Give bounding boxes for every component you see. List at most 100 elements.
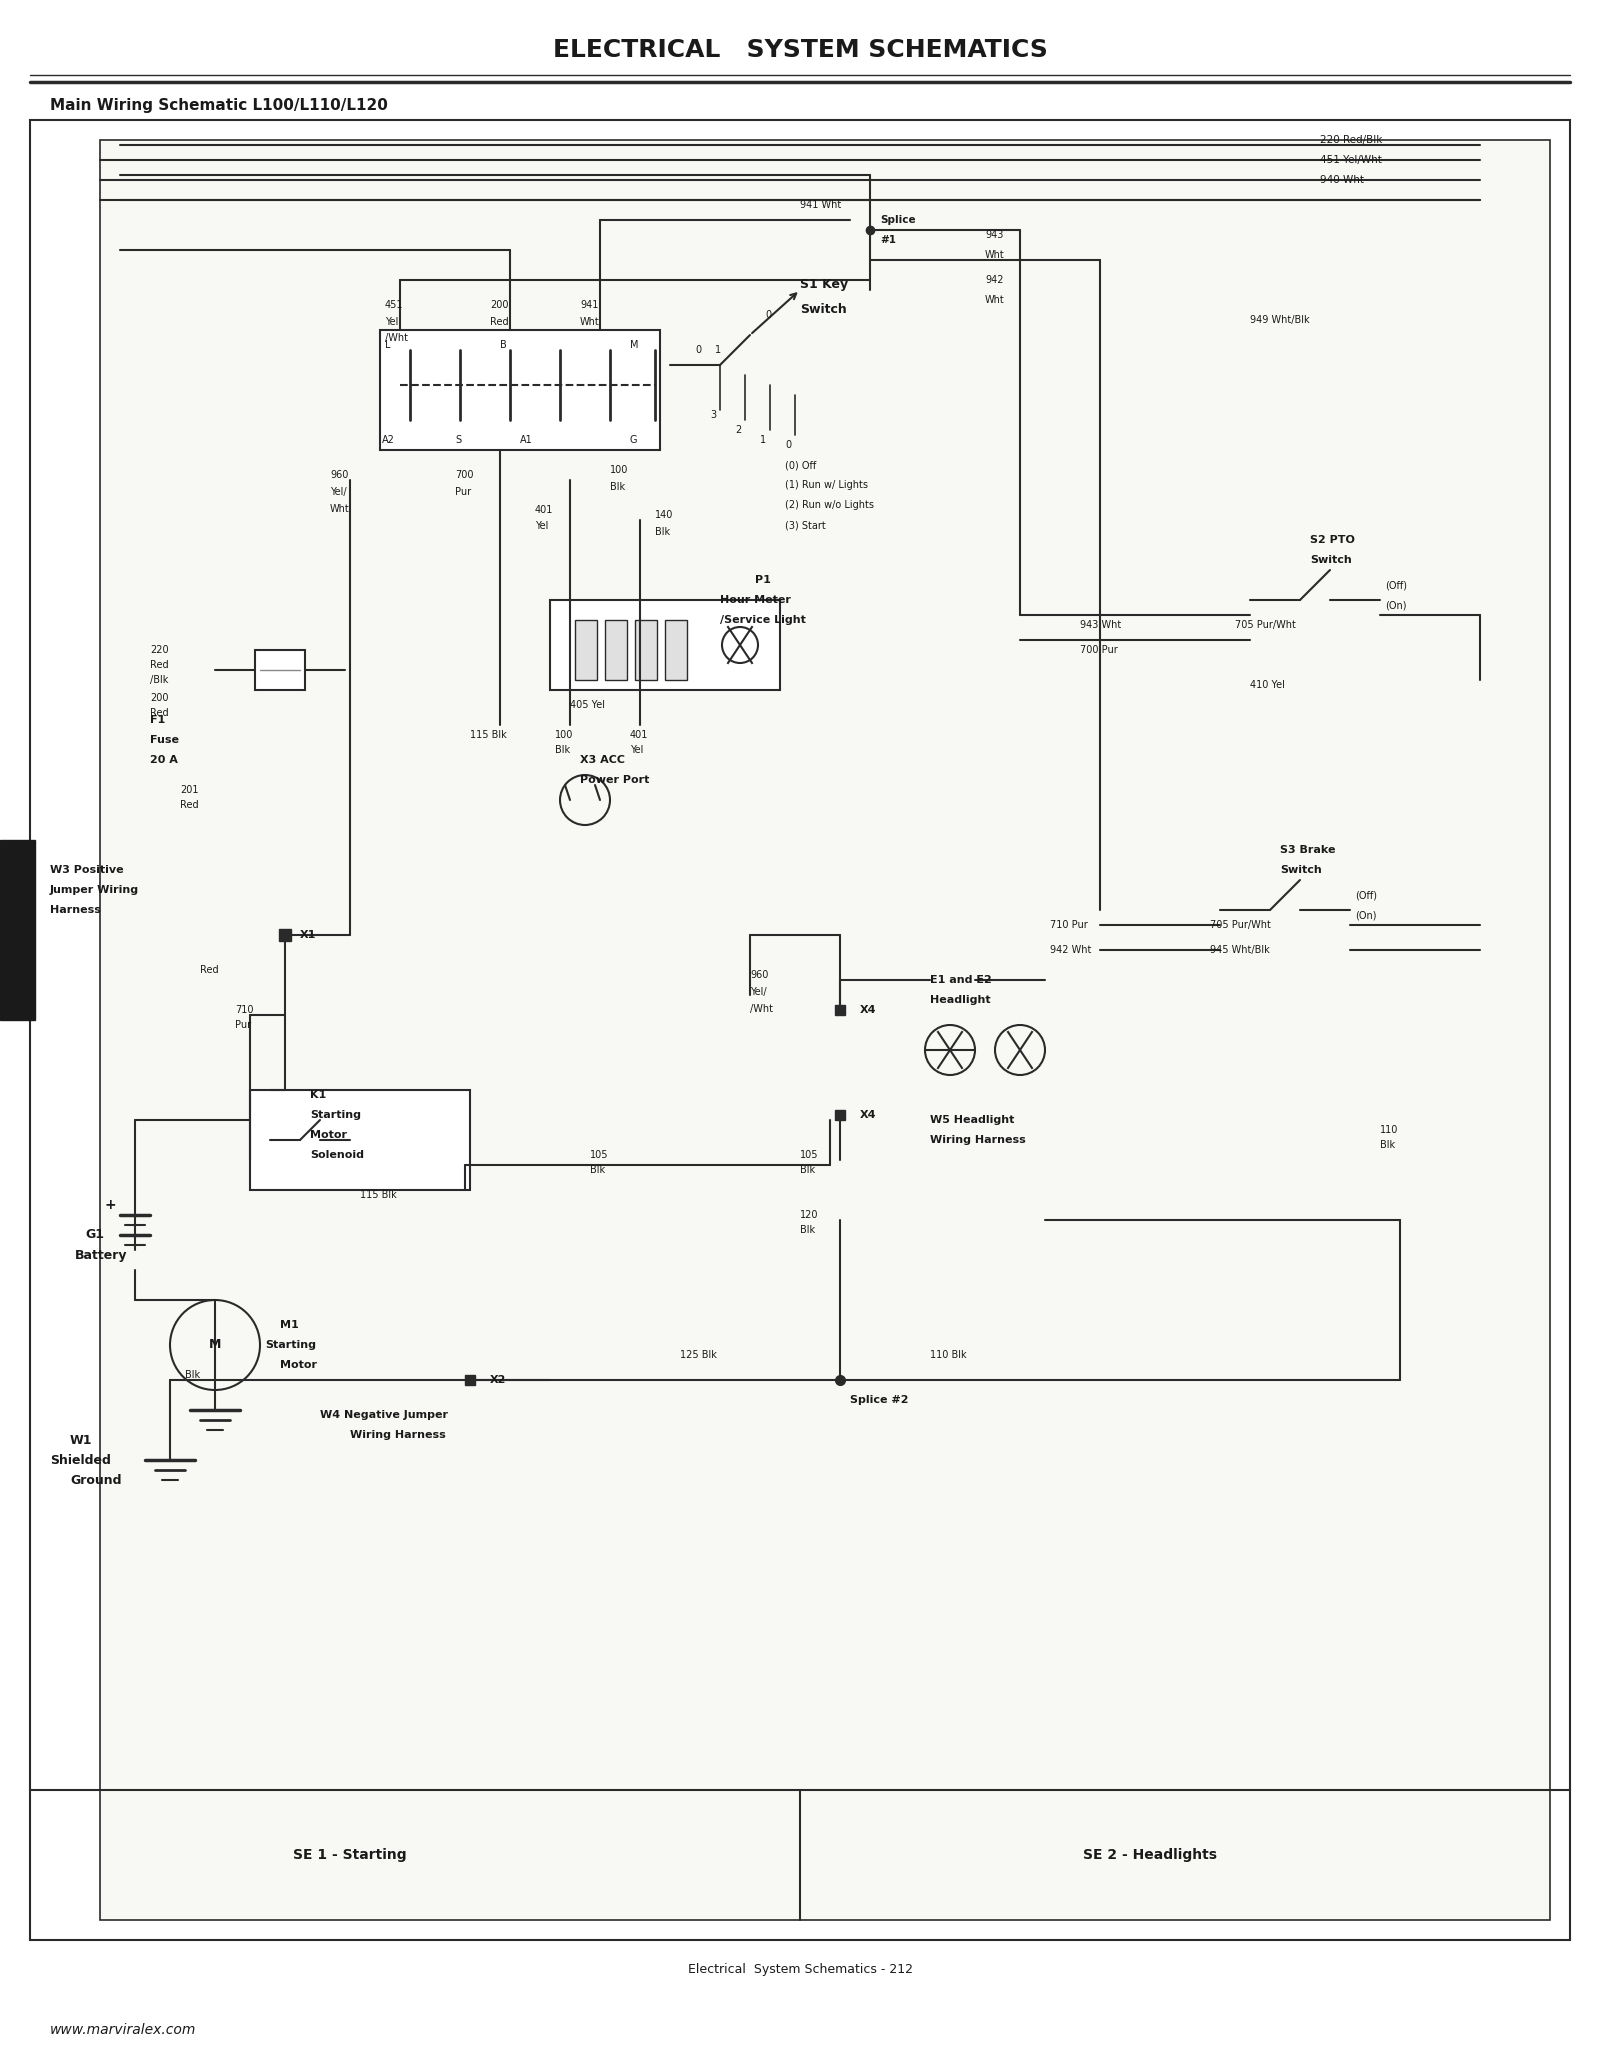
Text: 710 Pur: 710 Pur	[1050, 919, 1088, 929]
Text: 200: 200	[490, 300, 509, 310]
Text: /Blk: /Blk	[150, 675, 168, 685]
Text: Jumper Wiring: Jumper Wiring	[50, 886, 139, 894]
Text: 105: 105	[590, 1151, 608, 1159]
Text: Yel/: Yel/	[750, 987, 766, 998]
Text: 943: 943	[986, 230, 1003, 240]
Text: 200: 200	[150, 693, 168, 704]
Text: 960: 960	[750, 971, 768, 979]
Text: Wiring Harness: Wiring Harness	[930, 1134, 1026, 1145]
Text: Yel: Yel	[386, 317, 398, 327]
Text: 405 Yel: 405 Yel	[570, 700, 605, 710]
Text: S: S	[454, 435, 461, 445]
Text: S1 Key: S1 Key	[800, 279, 848, 292]
Bar	[250, 1091, 470, 1190]
Text: Blk: Blk	[555, 745, 570, 756]
Text: W5 Headlight: W5 Headlight	[930, 1116, 1014, 1124]
Text: /Service Light: /Service Light	[720, 615, 806, 625]
Text: Red: Red	[150, 708, 168, 718]
Text: 0: 0	[786, 441, 790, 449]
Text: Motor: Motor	[280, 1360, 317, 1370]
Text: #1: #1	[880, 236, 896, 244]
Text: Switch: Switch	[1310, 555, 1352, 565]
Text: Wiring Harness: Wiring Harness	[350, 1430, 446, 1441]
Text: Headlight: Headlight	[930, 996, 990, 1006]
Text: SE 1 - Starting: SE 1 - Starting	[293, 1849, 406, 1863]
Text: (1) Run w/ Lights: (1) Run w/ Lights	[786, 480, 867, 491]
Bar	[254, 650, 306, 689]
Text: Wht: Wht	[986, 296, 1005, 304]
Text: A1: A1	[520, 435, 533, 445]
Text: 2: 2	[734, 424, 741, 435]
Text: (Off): (Off)	[1386, 580, 1406, 590]
Text: 105: 105	[800, 1151, 819, 1159]
Text: Yel: Yel	[534, 522, 549, 532]
Text: 705 Pur/Wht: 705 Pur/Wht	[1210, 919, 1270, 929]
Text: Red: Red	[200, 965, 219, 975]
Text: Wht: Wht	[330, 503, 350, 513]
Bar	[550, 600, 781, 689]
Text: 960: 960	[330, 470, 349, 480]
Text: 1: 1	[760, 435, 766, 445]
Text: (Off): (Off)	[1355, 890, 1378, 900]
Bar	[30, 120, 1570, 1940]
Text: X4: X4	[861, 1110, 877, 1120]
Text: Ground: Ground	[70, 1474, 122, 1486]
Bar	[605, 621, 627, 681]
Text: Blk: Blk	[1379, 1141, 1395, 1151]
Text: Splice #2: Splice #2	[850, 1395, 909, 1406]
Text: X1: X1	[301, 929, 317, 940]
Text: 940 Wht: 940 Wht	[1320, 176, 1363, 184]
Text: 20 A: 20 A	[150, 756, 178, 766]
Text: 942: 942	[986, 275, 1003, 286]
Text: Red: Red	[150, 660, 168, 671]
Text: Power Port: Power Port	[579, 774, 650, 785]
Text: Blk: Blk	[610, 482, 626, 493]
Text: Switch: Switch	[1280, 865, 1322, 876]
Text: Main Wiring Schematic L100/L110/L120: Main Wiring Schematic L100/L110/L120	[50, 97, 387, 112]
Text: +: +	[106, 1199, 117, 1213]
Text: Battery: Battery	[75, 1248, 128, 1261]
Text: Solenoid: Solenoid	[310, 1151, 365, 1159]
Text: Blk: Blk	[800, 1165, 814, 1176]
Text: Switch: Switch	[800, 304, 846, 317]
Text: Blk: Blk	[590, 1165, 605, 1176]
Text: 401: 401	[630, 731, 648, 739]
Text: M: M	[630, 339, 638, 350]
Text: Starting: Starting	[310, 1110, 362, 1120]
Text: Hour Meter: Hour Meter	[720, 594, 790, 604]
Text: Yel/: Yel/	[330, 486, 347, 497]
Text: 3: 3	[710, 410, 717, 420]
Text: ELECTRICAL   SYSTEM SCHEMATICS: ELECTRICAL SYSTEM SCHEMATICS	[552, 37, 1048, 62]
Text: Splice: Splice	[880, 215, 915, 226]
Text: 700 Pur: 700 Pur	[1080, 646, 1118, 654]
Text: 710: 710	[235, 1006, 253, 1014]
Text: 115 Blk: 115 Blk	[360, 1190, 397, 1201]
Text: W3 Positive: W3 Positive	[50, 865, 123, 876]
Text: L: L	[386, 339, 390, 350]
Text: Blk: Blk	[186, 1370, 200, 1381]
Bar	[381, 329, 661, 449]
Text: 100: 100	[555, 731, 573, 739]
Text: 949 Wht/Blk: 949 Wht/Blk	[1250, 315, 1310, 325]
Text: (3) Start: (3) Start	[786, 520, 826, 530]
Text: /Wht: /Wht	[750, 1004, 773, 1014]
Text: Starting: Starting	[266, 1339, 317, 1350]
Bar	[99, 141, 1550, 1921]
Text: 945 Wht/Blk: 945 Wht/Blk	[1210, 946, 1270, 954]
Text: (0) Off: (0) Off	[786, 460, 816, 470]
Text: X3 ACC: X3 ACC	[579, 756, 626, 766]
Text: W4 Negative Jumper: W4 Negative Jumper	[320, 1410, 448, 1420]
Text: 705 Pur/Wht: 705 Pur/Wht	[1235, 621, 1296, 629]
Text: Electrical  System Schematics - 212: Electrical System Schematics - 212	[688, 1964, 912, 1977]
Text: 410 Yel: 410 Yel	[1250, 681, 1285, 689]
Bar	[666, 621, 686, 681]
Text: K1: K1	[310, 1091, 326, 1099]
Text: 110: 110	[1379, 1124, 1398, 1134]
Text: Shielded: Shielded	[50, 1453, 110, 1466]
Text: B: B	[499, 339, 507, 350]
Text: 0: 0	[765, 310, 771, 321]
Text: 115 Blk: 115 Blk	[470, 731, 507, 739]
Text: 120: 120	[800, 1211, 819, 1219]
Text: Yel: Yel	[630, 745, 643, 756]
Text: E1 and E2: E1 and E2	[930, 975, 992, 985]
